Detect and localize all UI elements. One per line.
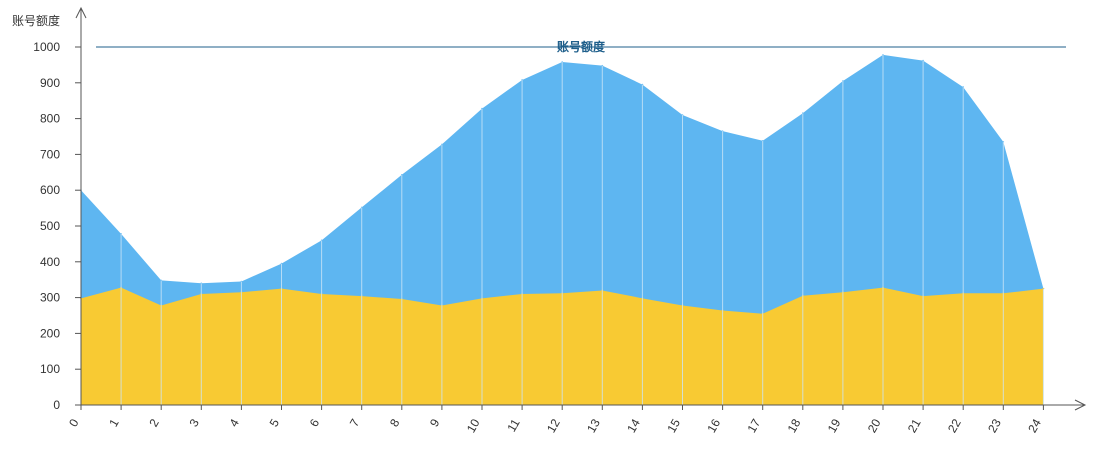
y-tick-label-0: 0: [53, 398, 60, 412]
y-tick-label-1000: 1000: [33, 40, 60, 54]
x-tick-label-10: 10: [464, 416, 483, 435]
y-axis-arrow: [75, 6, 87, 19]
y-tick-label-200: 200: [40, 326, 60, 340]
x-tick-label-16: 16: [704, 416, 723, 435]
x-tick-label-17: 17: [744, 416, 763, 435]
x-tick-label-23: 23: [985, 416, 1004, 435]
x-tick-label-22: 22: [945, 416, 964, 435]
x-tick-label-14: 14: [624, 416, 643, 435]
x-tick-label-21: 21: [905, 416, 924, 435]
x-tick-label-18: 18: [785, 416, 804, 435]
x-tick-label-8: 8: [387, 416, 403, 429]
x-tick-label-2: 2: [146, 416, 162, 429]
x-tick-label-11: 11: [504, 416, 523, 434]
x-tick-label-7: 7: [347, 416, 363, 429]
y-tick-label-100: 100: [40, 362, 60, 376]
y-tick-label-300: 300: [40, 291, 60, 305]
y-tick-label-600: 600: [40, 183, 60, 197]
y-axis-title: 账号额度: [12, 13, 60, 28]
x-tick-label-12: 12: [544, 416, 563, 435]
x-tick-label-1: 1: [106, 416, 122, 429]
reference-line-label: 账号额度: [557, 39, 606, 54]
y-tick-label-700: 700: [40, 147, 60, 161]
x-tick-label-19: 19: [825, 416, 844, 435]
y-tick-label-500: 500: [40, 219, 60, 233]
x-tick-label-4: 4: [227, 416, 243, 429]
x-tick-label-9: 9: [427, 416, 443, 429]
x-tick-label-24: 24: [1025, 416, 1044, 435]
x-tick-label-3: 3: [186, 416, 202, 429]
x-tick-label-6: 6: [307, 416, 323, 429]
y-tick-label-800: 800: [40, 112, 60, 126]
y-tick-label-900: 900: [40, 76, 60, 90]
x-axis-arrow: [1074, 399, 1087, 411]
x-tick-label-13: 13: [584, 416, 603, 435]
reference-line-group: 账号额度: [96, 39, 1066, 54]
x-tick-label-5: 5: [267, 416, 283, 429]
x-tick-label-0: 0: [66, 416, 82, 429]
y-tick-label-400: 400: [40, 255, 60, 269]
x-tick-label-20: 20: [865, 416, 884, 435]
x-tick-label-15: 15: [664, 416, 683, 435]
grid-layer: [120, 54, 1044, 405]
